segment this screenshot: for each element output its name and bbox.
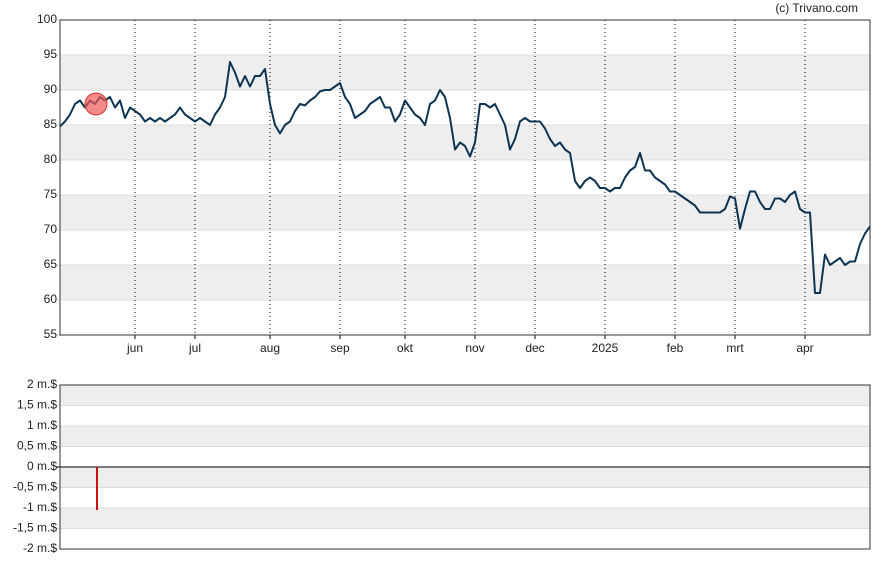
grid-band: [60, 125, 870, 160]
y-tick-label: 1,5 m.$: [17, 398, 57, 412]
y-tick-label: 2 m.$: [27, 377, 57, 391]
y-tick-label: 80: [44, 152, 58, 166]
grid-band: [60, 467, 870, 488]
y-tick-label: 65: [44, 257, 58, 271]
y-tick-label: -2 m.$: [23, 541, 57, 555]
y-tick-label: -0,5 m.$: [13, 480, 57, 494]
plot-frame: [59, 384, 871, 550]
x-tick-label: dec: [525, 341, 544, 355]
y-tick-label: 100: [37, 12, 57, 26]
grid-band: [60, 55, 870, 90]
x-tick-label: feb: [667, 341, 684, 355]
grid-band: [60, 385, 870, 406]
x-tick-label: jul: [188, 341, 201, 355]
grid-band: [60, 508, 870, 529]
x-tick-label: okt: [397, 341, 414, 355]
grid-band: [60, 426, 870, 447]
y-tick-label: -1 m.$: [23, 500, 57, 514]
x-tick-label: sep: [330, 341, 350, 355]
plot-frame: [59, 19, 871, 336]
y-tick-label: 70: [44, 222, 58, 236]
y-tick-label: 1 m.$: [27, 418, 57, 432]
y-tick-label: 0,5 m.$: [17, 439, 57, 453]
y-tick-label: 90: [44, 82, 58, 96]
x-tick-label: aug: [260, 341, 280, 355]
trade-marker: [84, 92, 108, 116]
y-tick-label: 55: [44, 327, 58, 341]
y-tick-label: -1,5 m.$: [13, 521, 57, 535]
credit: (c) Trivano.com: [775, 1, 858, 15]
x-tick-label: jun: [126, 341, 143, 355]
y-tick-label: 85: [44, 117, 58, 131]
y-tick-label: 0 m.$: [27, 459, 57, 473]
x-tick-label: 2025: [592, 341, 619, 355]
y-tick-label: 75: [44, 187, 58, 201]
y-tick-label: 60: [44, 292, 58, 306]
y-tick-label: 95: [44, 47, 58, 61]
x-tick-label: apr: [796, 341, 813, 355]
grid-band: [60, 265, 870, 300]
price-line: [59, 61, 871, 294]
x-tick-label: mrt: [726, 341, 744, 355]
x-tick-label: nov: [465, 341, 484, 355]
